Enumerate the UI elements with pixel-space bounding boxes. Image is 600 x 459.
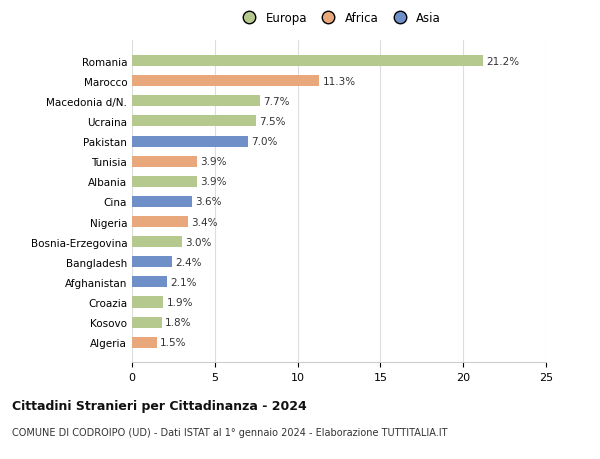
- Text: 2.1%: 2.1%: [170, 277, 197, 287]
- Bar: [132, 236, 182, 248]
- Bar: [132, 76, 319, 87]
- Bar: [132, 277, 167, 288]
- Bar: [132, 56, 483, 67]
- Bar: [132, 257, 172, 268]
- Bar: [132, 176, 197, 187]
- Text: COMUNE DI CODROIPO (UD) - Dati ISTAT al 1° gennaio 2024 - Elaborazione TUTTITALI: COMUNE DI CODROIPO (UD) - Dati ISTAT al …: [12, 427, 448, 437]
- Text: 3.0%: 3.0%: [185, 237, 211, 247]
- Text: 3.4%: 3.4%: [191, 217, 218, 227]
- Bar: [132, 156, 197, 168]
- Bar: [132, 217, 188, 228]
- Text: 3.9%: 3.9%: [200, 177, 226, 187]
- Text: 2.4%: 2.4%: [175, 257, 202, 267]
- Bar: [132, 317, 162, 328]
- Text: 1.5%: 1.5%: [160, 337, 187, 347]
- Text: 1.8%: 1.8%: [165, 318, 191, 327]
- Text: 7.7%: 7.7%: [263, 96, 289, 106]
- Text: 11.3%: 11.3%: [322, 77, 356, 86]
- Bar: [132, 96, 260, 107]
- Bar: [132, 136, 248, 147]
- Bar: [132, 297, 163, 308]
- Legend: Europa, Africa, Asia: Europa, Africa, Asia: [233, 9, 445, 28]
- Text: 3.9%: 3.9%: [200, 157, 226, 167]
- Bar: [132, 116, 256, 127]
- Text: 7.5%: 7.5%: [260, 117, 286, 127]
- Bar: [132, 196, 191, 207]
- Text: 21.2%: 21.2%: [487, 56, 520, 67]
- Text: 1.9%: 1.9%: [167, 297, 193, 308]
- Text: 7.0%: 7.0%: [251, 137, 278, 147]
- Text: 3.6%: 3.6%: [195, 197, 221, 207]
- Bar: [132, 337, 157, 348]
- Text: Cittadini Stranieri per Cittadinanza - 2024: Cittadini Stranieri per Cittadinanza - 2…: [12, 399, 307, 412]
